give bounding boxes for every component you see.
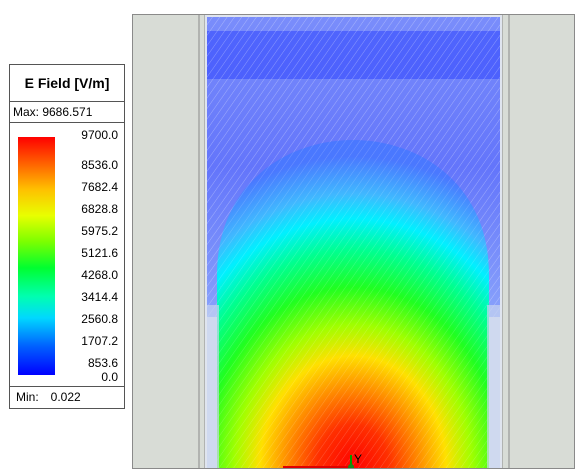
legend-tick: 1707.2	[81, 334, 118, 348]
legend-tick: 0.0	[101, 370, 118, 384]
legend-tick: 3414.4	[81, 290, 118, 304]
legend-min: Min: 0.022	[10, 386, 124, 408]
field-plot: Y	[133, 15, 574, 468]
legend-tick: 7682.4	[81, 180, 118, 194]
legend-min-label: Min:	[16, 390, 39, 404]
legend-title: E Field [V/m]	[10, 65, 124, 102]
right-wall	[509, 15, 574, 468]
legend-tick: 9700.0	[81, 128, 118, 142]
left-wall	[133, 15, 199, 468]
legend-tick: 853.6	[87, 356, 118, 370]
legend-max: Max: 9686.571	[10, 102, 124, 123]
legend-tick: 4268.0	[81, 268, 118, 282]
legend-tick: 8536.0	[81, 158, 118, 172]
y-axis-label: Y	[354, 452, 362, 466]
legend-ticks: 9700.0 8536.0 7682.4 6828.8 5975.2 5121.…	[60, 127, 122, 387]
legend-min-value: 0.022	[50, 390, 81, 404]
field-plot-viewport[interactable]: Y	[132, 14, 575, 469]
colorbar	[18, 137, 55, 375]
color-legend: E Field [V/m] Max: 9686.571 9700.0 8536.…	[9, 64, 125, 409]
legend-tick: 5121.6	[81, 246, 118, 260]
legend-tick: 5975.2	[81, 224, 118, 238]
legend-tick: 6828.8	[81, 202, 118, 216]
legend-tick: 2560.8	[81, 312, 118, 326]
